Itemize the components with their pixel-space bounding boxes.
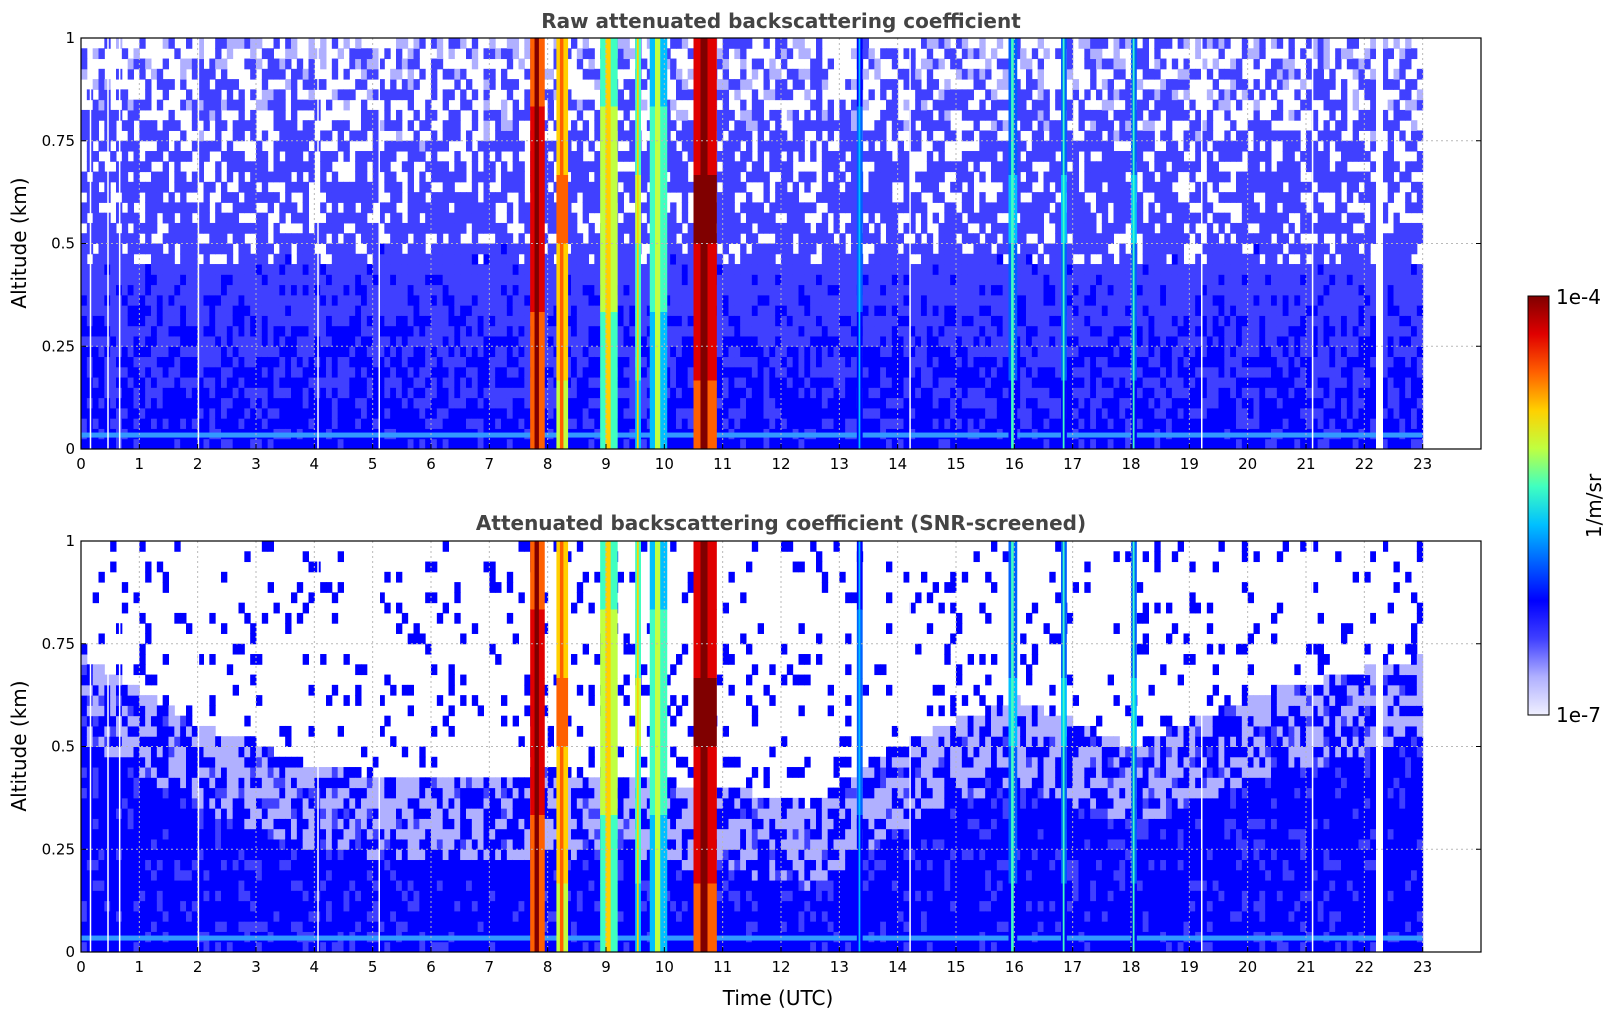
x-tick-label: 21: [1296, 958, 1315, 976]
x-tick-label: 12: [771, 958, 790, 976]
x-tick-label: 18: [1121, 958, 1140, 976]
x-tick-label: 7: [485, 455, 495, 473]
y-tick-label: 1: [65, 532, 75, 550]
colorbar: 1e-4 1e-7 1/m/sr: [1527, 285, 1606, 727]
y-tick-label: 0.75: [42, 635, 75, 653]
y-tick-label: 0.25: [42, 337, 75, 355]
x-tick-label: 1: [135, 455, 145, 473]
y-tick-label: 0.75: [42, 132, 75, 150]
x-tick-label: 14: [888, 455, 907, 473]
x-tick-label: 4: [310, 958, 320, 976]
x-tick-label: 6: [426, 455, 436, 473]
plot-area: [81, 38, 1424, 450]
y-axis-label: Altitude (km): [7, 680, 31, 811]
x-tick-label: 22: [1355, 958, 1374, 976]
x-tick-label: 9: [601, 958, 611, 976]
x-tick-label: 2: [193, 455, 203, 473]
x-tick-label: 23: [1413, 958, 1432, 976]
x-tick-label: 9: [601, 455, 611, 473]
x-tick-label: 0: [76, 958, 86, 976]
plot-area: [81, 541, 1424, 953]
x-ticks: 0 1 2 3 4 5 6 7 8 9 10 11 12 13 14 15 16 17 18 19 20 21 22 23: [76, 947, 1432, 976]
y-tick-label: 0.25: [42, 840, 75, 858]
x-ticks: 0 1 2 3 4 5 6 7 8 9 10 11 12 13 14 15 16 17 18 19 20 21 22 23: [76, 444, 1432, 473]
x-tick-label: 11: [713, 455, 732, 473]
x-tick-label: 5: [368, 455, 378, 473]
y-tick-label: 0.5: [51, 738, 75, 756]
x-axis-label: Time (UTC): [722, 986, 834, 1010]
panel-raw: Raw attenuated backscattering coefficien…: [7, 9, 1482, 473]
y-ticks: 0 0.25 0.5 0.75 1: [42, 29, 1481, 458]
x-tick-label: 23: [1413, 455, 1432, 473]
panel-screened: Attenuated backscattering coefficient (S…: [7, 511, 1482, 1010]
x-tick-label: 17: [1063, 455, 1082, 473]
x-tick-label: 19: [1180, 958, 1199, 976]
x-tick-label: 7: [485, 958, 495, 976]
x-tick-label: 15: [946, 455, 965, 473]
x-tick-label: 4: [310, 455, 320, 473]
x-tick-label: 21: [1296, 455, 1315, 473]
y-tick-label: 0: [65, 943, 75, 961]
x-tick-label: 19: [1180, 455, 1199, 473]
x-tick-label: 10: [655, 958, 674, 976]
x-tick-label: 1: [135, 958, 145, 976]
x-tick-label: 13: [830, 455, 849, 473]
x-tick-label: 8: [543, 455, 553, 473]
x-tick-label: 11: [713, 958, 732, 976]
y-tick-label: 0.5: [51, 235, 75, 253]
chart-title: Raw attenuated backscattering coefficien…: [541, 9, 1021, 33]
x-tick-label: 2: [193, 958, 203, 976]
x-tick-label: 8: [543, 958, 553, 976]
y-ticks: 0 0.25 0.5 0.75 1: [42, 532, 1481, 961]
chart-title: Attenuated backscattering coefficient (S…: [476, 511, 1086, 535]
x-tick-label: 17: [1063, 958, 1082, 976]
x-tick-label: 16: [1005, 958, 1024, 976]
x-tick-label: 13: [830, 958, 849, 976]
x-tick-label: 14: [888, 958, 907, 976]
colorbar-min-label: 1e-7: [1556, 703, 1601, 727]
x-tick-label: 0: [76, 455, 86, 473]
y-tick-label: 1: [65, 29, 75, 47]
x-tick-label: 10: [655, 455, 674, 473]
x-tick-label: 22: [1355, 455, 1374, 473]
x-tick-label: 20: [1238, 958, 1257, 976]
x-tick-label: 16: [1005, 455, 1024, 473]
x-tick-label: 15: [946, 958, 965, 976]
x-tick-label: 5: [368, 958, 378, 976]
x-tick-label: 3: [251, 455, 261, 473]
colorbar-label: 1/m/sr: [1582, 473, 1606, 538]
x-tick-label: 6: [426, 958, 436, 976]
x-tick-label: 12: [771, 455, 790, 473]
x-tick-label: 18: [1121, 455, 1140, 473]
x-tick-label: 20: [1238, 455, 1257, 473]
y-tick-label: 0: [65, 440, 75, 458]
y-axis-label: Altitude (km): [7, 177, 31, 308]
colorbar-max-label: 1e-4: [1556, 285, 1601, 309]
x-tick-label: 3: [251, 958, 261, 976]
colorbar-gradient: [1527, 295, 1550, 716]
